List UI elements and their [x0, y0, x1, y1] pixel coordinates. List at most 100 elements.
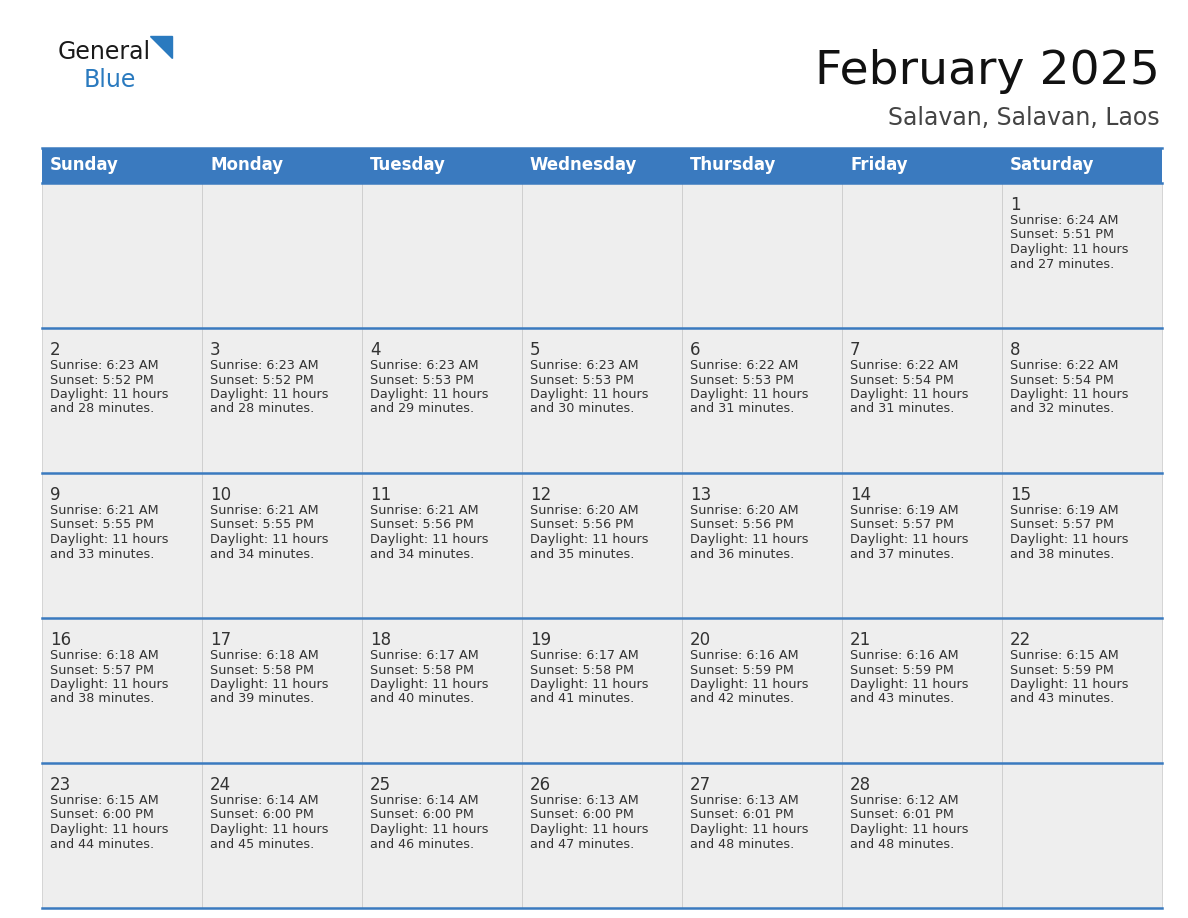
Text: February 2025: February 2025: [815, 50, 1159, 95]
Text: Sunset: 5:53 PM: Sunset: 5:53 PM: [530, 374, 634, 386]
Text: Daylight: 11 hours: Daylight: 11 hours: [530, 533, 649, 546]
Text: Daylight: 11 hours: Daylight: 11 hours: [50, 678, 169, 691]
Text: Salavan, Salavan, Laos: Salavan, Salavan, Laos: [889, 106, 1159, 130]
Text: 18: 18: [369, 631, 391, 649]
Bar: [1001, 183, 1162, 328]
Text: and 31 minutes.: and 31 minutes.: [690, 402, 795, 416]
Text: Sunset: 6:01 PM: Sunset: 6:01 PM: [849, 809, 954, 822]
Text: 25: 25: [369, 776, 391, 794]
Bar: [682, 328, 842, 473]
Text: Sunrise: 6:19 AM: Sunrise: 6:19 AM: [849, 504, 959, 517]
Bar: [42, 328, 202, 473]
Text: Sunset: 5:55 PM: Sunset: 5:55 PM: [210, 519, 314, 532]
Text: 28: 28: [849, 776, 871, 794]
Text: Sunday: Sunday: [50, 156, 119, 174]
Text: Sunrise: 6:23 AM: Sunrise: 6:23 AM: [210, 359, 318, 372]
Text: Sunrise: 6:16 AM: Sunrise: 6:16 AM: [690, 649, 798, 662]
Bar: [522, 328, 682, 473]
Text: Sunrise: 6:13 AM: Sunrise: 6:13 AM: [690, 794, 798, 807]
Text: 5: 5: [530, 341, 541, 359]
Text: Sunrise: 6:21 AM: Sunrise: 6:21 AM: [50, 504, 159, 517]
Text: Sunset: 5:57 PM: Sunset: 5:57 PM: [849, 519, 954, 532]
Text: Sunset: 5:59 PM: Sunset: 5:59 PM: [849, 664, 954, 677]
Text: Sunset: 5:56 PM: Sunset: 5:56 PM: [690, 519, 794, 532]
Text: Sunrise: 6:17 AM: Sunrise: 6:17 AM: [369, 649, 479, 662]
Bar: [1001, 763, 1162, 908]
Text: Sunrise: 6:18 AM: Sunrise: 6:18 AM: [50, 649, 159, 662]
Text: and 41 minutes.: and 41 minutes.: [530, 692, 634, 706]
Text: Sunrise: 6:24 AM: Sunrise: 6:24 AM: [1010, 214, 1118, 227]
Text: and 27 minutes.: and 27 minutes.: [1010, 258, 1114, 271]
Text: Sunset: 5:59 PM: Sunset: 5:59 PM: [690, 664, 794, 677]
Bar: [522, 618, 682, 763]
Text: Sunset: 5:53 PM: Sunset: 5:53 PM: [690, 374, 794, 386]
Text: 16: 16: [50, 631, 71, 649]
Text: Sunrise: 6:17 AM: Sunrise: 6:17 AM: [530, 649, 639, 662]
Text: Daylight: 11 hours: Daylight: 11 hours: [210, 823, 329, 836]
Text: and 37 minutes.: and 37 minutes.: [849, 547, 954, 561]
Text: Sunrise: 6:22 AM: Sunrise: 6:22 AM: [690, 359, 798, 372]
Text: and 33 minutes.: and 33 minutes.: [50, 547, 154, 561]
Bar: [362, 618, 522, 763]
Bar: [362, 148, 522, 183]
Text: General: General: [58, 40, 151, 64]
Text: 3: 3: [210, 341, 221, 359]
Text: Daylight: 11 hours: Daylight: 11 hours: [690, 533, 809, 546]
Text: Daylight: 11 hours: Daylight: 11 hours: [369, 823, 488, 836]
Text: Sunset: 5:54 PM: Sunset: 5:54 PM: [1010, 374, 1114, 386]
Text: Sunrise: 6:13 AM: Sunrise: 6:13 AM: [530, 794, 639, 807]
Text: Tuesday: Tuesday: [369, 156, 446, 174]
Text: 27: 27: [690, 776, 712, 794]
Bar: [1001, 148, 1162, 183]
Bar: [522, 148, 682, 183]
Text: Daylight: 11 hours: Daylight: 11 hours: [1010, 388, 1129, 401]
Text: and 47 minutes.: and 47 minutes.: [530, 837, 634, 850]
Polygon shape: [150, 36, 172, 58]
Text: Sunset: 5:57 PM: Sunset: 5:57 PM: [1010, 519, 1114, 532]
Text: and 38 minutes.: and 38 minutes.: [50, 692, 154, 706]
Text: 14: 14: [849, 486, 871, 504]
Bar: [42, 473, 202, 618]
Bar: [842, 148, 1001, 183]
Text: Daylight: 11 hours: Daylight: 11 hours: [530, 823, 649, 836]
Bar: [202, 473, 362, 618]
Text: Sunrise: 6:14 AM: Sunrise: 6:14 AM: [210, 794, 318, 807]
Text: Sunset: 5:53 PM: Sunset: 5:53 PM: [369, 374, 474, 386]
Bar: [202, 148, 362, 183]
Text: Sunset: 6:01 PM: Sunset: 6:01 PM: [690, 809, 794, 822]
Bar: [202, 763, 362, 908]
Bar: [682, 618, 842, 763]
Text: Daylight: 11 hours: Daylight: 11 hours: [210, 533, 329, 546]
Text: 7: 7: [849, 341, 860, 359]
Text: 24: 24: [210, 776, 232, 794]
Bar: [842, 618, 1001, 763]
Bar: [842, 328, 1001, 473]
Text: 20: 20: [690, 631, 712, 649]
Text: Sunrise: 6:16 AM: Sunrise: 6:16 AM: [849, 649, 959, 662]
Text: Sunrise: 6:19 AM: Sunrise: 6:19 AM: [1010, 504, 1119, 517]
Bar: [362, 183, 522, 328]
Text: 2: 2: [50, 341, 61, 359]
Text: Sunrise: 6:20 AM: Sunrise: 6:20 AM: [530, 504, 639, 517]
Text: Daylight: 11 hours: Daylight: 11 hours: [690, 678, 809, 691]
Text: 19: 19: [530, 631, 551, 649]
Text: and 48 minutes.: and 48 minutes.: [849, 837, 954, 850]
Text: Sunset: 5:58 PM: Sunset: 5:58 PM: [210, 664, 314, 677]
Text: Daylight: 11 hours: Daylight: 11 hours: [210, 678, 329, 691]
Text: Sunset: 5:54 PM: Sunset: 5:54 PM: [849, 374, 954, 386]
Bar: [842, 183, 1001, 328]
Text: Sunset: 5:58 PM: Sunset: 5:58 PM: [369, 664, 474, 677]
Text: Sunrise: 6:22 AM: Sunrise: 6:22 AM: [849, 359, 959, 372]
Bar: [1001, 328, 1162, 473]
Text: 15: 15: [1010, 486, 1031, 504]
Text: Daylight: 11 hours: Daylight: 11 hours: [369, 533, 488, 546]
Text: and 46 minutes.: and 46 minutes.: [369, 837, 474, 850]
Bar: [1001, 473, 1162, 618]
Text: Sunset: 6:00 PM: Sunset: 6:00 PM: [50, 809, 154, 822]
Text: and 38 minutes.: and 38 minutes.: [1010, 547, 1114, 561]
Text: Daylight: 11 hours: Daylight: 11 hours: [849, 533, 968, 546]
Text: Sunrise: 6:21 AM: Sunrise: 6:21 AM: [210, 504, 318, 517]
Text: and 29 minutes.: and 29 minutes.: [369, 402, 474, 416]
Text: 23: 23: [50, 776, 71, 794]
Text: 26: 26: [530, 776, 551, 794]
